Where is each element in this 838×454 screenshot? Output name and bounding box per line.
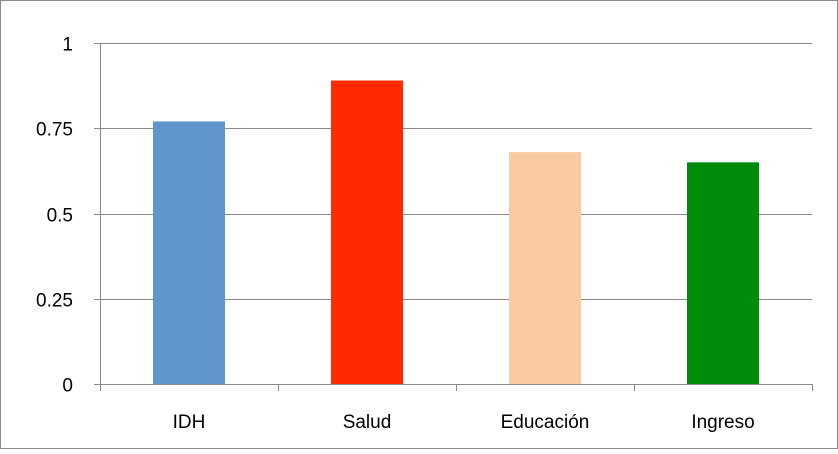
y-tick-label: 0.25 (36, 291, 73, 312)
y-tick-label: 0.5 (47, 206, 73, 227)
x-category-label: Ingreso (691, 412, 754, 433)
bar-educación (509, 152, 581, 384)
x-category-label: IDH (173, 412, 206, 433)
y-tick-label: 0 (62, 376, 73, 397)
bar-idh (153, 121, 225, 385)
bar-ingreso (687, 162, 759, 384)
axes (94, 43, 813, 391)
x-category-label: Salud (343, 412, 392, 433)
bar-salud (331, 80, 403, 384)
bars (153, 80, 759, 385)
x-category-label: Educación (501, 412, 590, 433)
tick-labels: 0 0.25 0.5 0.75 1 IDH Salud Educación Ingreso (36, 35, 755, 434)
y-tick-label: 1 (62, 35, 73, 56)
y-tick-label: 0.75 (36, 120, 73, 141)
